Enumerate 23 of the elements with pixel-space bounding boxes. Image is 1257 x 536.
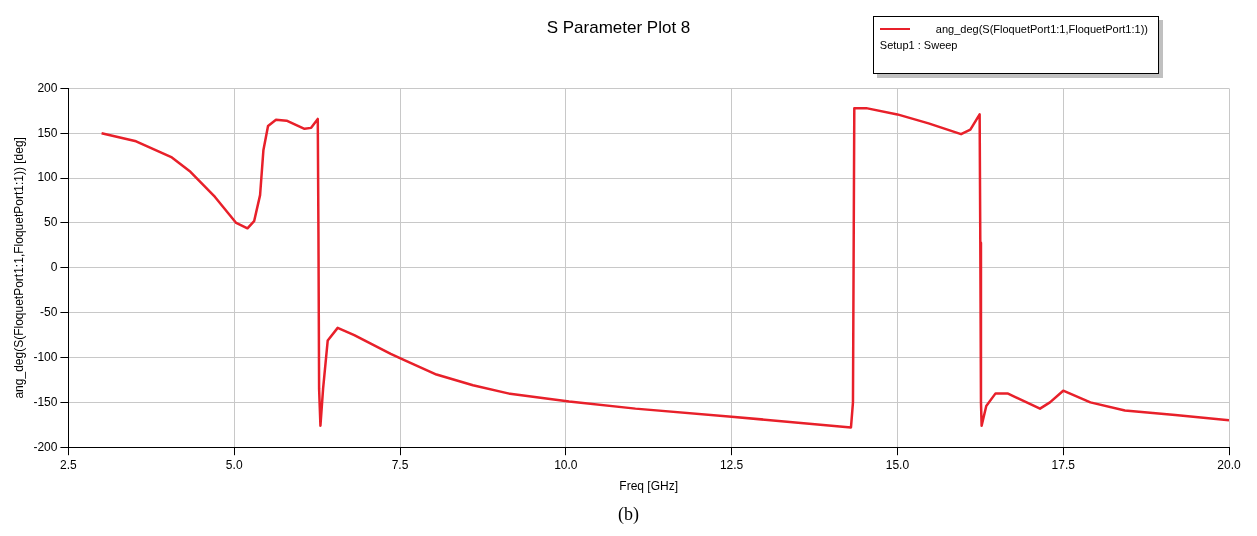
text: (b) xyxy=(617,504,640,525)
x-tick-label: 5.0 xyxy=(225,457,243,472)
x-tick-label: 10.0 xyxy=(554,457,578,472)
y-axis-title: ang_deg(S(FloquetPort1:1,FloquetPort1:1)) [deg] xyxy=(11,137,26,399)
x-tick-label: 2.5 xyxy=(60,457,78,472)
x-tick-label: 15.0 xyxy=(885,457,910,472)
chart-title: S Parameter Plot 8 xyxy=(546,17,691,37)
x-tick-label: 7.5 xyxy=(391,457,409,472)
x-axis-title: Freq [GHz] xyxy=(619,479,679,494)
y-tick-label: 0 xyxy=(50,260,58,275)
text: Setup1 : Sweep xyxy=(879,39,959,51)
x-tick-label: 20.0 xyxy=(1217,457,1241,472)
y-tick-label: -150 xyxy=(33,394,58,409)
y-tick-label: 150 xyxy=(37,125,58,140)
legend-label: ang_deg(S(FloquetPort1:1,FloquetPort1:1)) xyxy=(935,23,1148,35)
y-tick-label: 200 xyxy=(37,80,58,95)
y-tick-label: 50 xyxy=(44,215,58,230)
y-tick-label: -100 xyxy=(33,349,58,364)
x-tick-label: 12.5 xyxy=(719,457,744,472)
y-tick-label: -200 xyxy=(33,439,58,454)
y-tick-label: -50 xyxy=(40,304,58,319)
x-tick-label: 17.5 xyxy=(1051,457,1076,472)
y-tick-label: 100 xyxy=(37,170,58,185)
